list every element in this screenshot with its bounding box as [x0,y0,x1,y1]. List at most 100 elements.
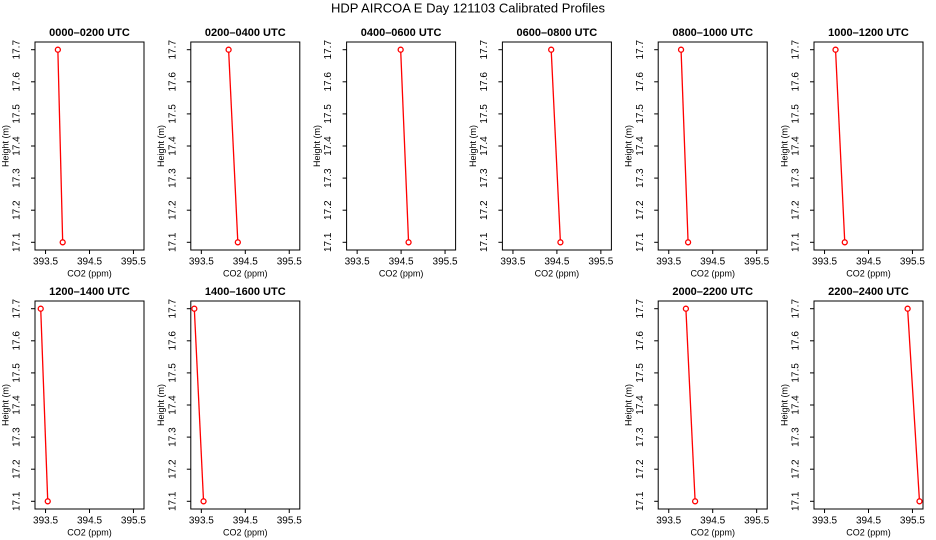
panel-title: 0200–0400 UTC [205,27,286,39]
panel-title: 0600–0800 UTC [517,27,598,39]
x-tick-label: 395.5 [433,257,458,268]
y-axis-label: Height (m) [0,384,10,426]
x-tick-label: 394.5 [856,516,881,527]
y-tick-label: 17.3 [635,168,646,188]
profile-line [400,49,410,243]
y-tick-label: 17.4 [479,136,490,156]
y-tick-label: 17.5 [12,363,23,383]
x-tick-label: 395.5 [900,257,925,268]
data-point [397,46,404,53]
panel: 1400–1600 UTC 393.5 394.5 395.5 17.1 17.2 17.3… [156,286,302,537]
x-axis-label: CO2 (ppm) [690,268,735,278]
profile-line [834,49,846,243]
y-tick-label: 17.5 [167,363,178,383]
y-tick-label: 17.7 [791,40,802,60]
panel-title: 2200–2400 UTC [828,286,909,298]
panel: 2000–2200 UTC 393.5 394.5 395.5 17.1 17.2 17.3… [624,286,770,537]
profile-line [685,308,696,502]
profile-line [227,49,239,243]
x-tick-label: 394.5 [700,516,725,527]
panel-title: 2000–2200 UTC [672,286,753,298]
profile-line [680,49,689,243]
y-tick-label: 17.6 [791,331,802,351]
y-tick-label: 17.5 [791,104,802,124]
y-axis-label: Height (m) [312,125,322,167]
y-tick-label: 17.5 [167,104,178,124]
y-tick-label: 17.7 [167,40,178,60]
x-tick-label: 393.5 [656,257,681,268]
profile-line [40,308,49,502]
y-tick-label: 17.6 [635,331,646,351]
y-tick-label: 17.7 [12,299,23,319]
x-tick-label: 393.5 [812,257,837,268]
y-axis-label: Height (m) [156,125,166,167]
y-tick-label: 17.6 [12,72,23,92]
y-tick-label: 17.1 [791,491,802,511]
x-tick-label: 394.5 [77,257,102,268]
data-point [234,239,241,246]
data-point [691,498,699,505]
x-tick-label: 393.5 [33,257,58,268]
y-tick-label: 17.2 [791,200,802,220]
y-axis-label: Height (m) [156,384,166,426]
y-tick-label: 17.1 [12,232,23,252]
y-tick-label: 17.1 [635,232,646,252]
x-tick-label: 393.5 [33,516,58,527]
profile-line [57,49,64,243]
x-axis-label: CO2 (ppm) [535,268,580,278]
data-point [200,498,207,505]
figure-title: HDP AIRCOA E Day 121103 Calibrated Profi… [331,0,606,15]
y-tick-label: 17.6 [635,72,646,92]
y-tick-label: 17.2 [167,459,178,479]
y-tick-label: 17.4 [635,136,646,156]
y-tick-label: 17.6 [167,331,178,351]
x-axis-label: CO2 (ppm) [846,527,891,537]
x-tick-label: 394.5 [233,516,258,527]
data-point [225,46,232,53]
panel-title: 0800–1000 UTC [672,27,753,39]
panel-title: 1400–1600 UTC [205,286,286,298]
panel-title: 0000–0200 UTC [49,27,130,39]
y-tick-label: 17.6 [791,72,802,92]
x-tick-label: 394.5 [233,257,258,268]
x-tick-label: 393.5 [189,257,214,268]
y-tick-label: 17.3 [167,168,178,188]
x-axis-label: CO2 (ppm) [223,527,268,537]
y-tick-label: 17.2 [12,459,23,479]
y-axis-label: Height (m) [624,125,634,167]
y-tick-label: 17.5 [635,104,646,124]
y-tick-label: 17.5 [635,363,646,383]
y-tick-label: 17.3 [323,168,334,188]
data-point [557,239,564,246]
panel: 1200–1400 UTC 393.5 394.5 395.5 17.1 17.2 17.3… [0,286,146,537]
y-tick-label: 17.2 [479,200,490,220]
y-tick-label: 17.1 [12,491,23,511]
panel: 0800–1000 UTC 393.5 394.5 395.5 17.1 17.2 17.3… [624,27,770,278]
y-tick-label: 17.2 [12,200,23,220]
y-tick-label: 17.6 [323,72,334,92]
y-axis-label: Height (m) [779,125,789,167]
data-point [37,305,44,312]
y-tick-label: 17.2 [167,200,178,220]
x-tick-label: 395.5 [277,516,302,527]
x-axis-label: CO2 (ppm) [846,268,891,278]
x-tick-label: 393.5 [345,257,370,268]
y-tick-label: 17.4 [323,136,334,156]
y-tick-label: 17.4 [167,395,178,415]
y-tick-label: 17.7 [791,299,802,319]
x-tick-label: 395.5 [744,257,769,268]
y-axis-label: Height (m) [0,125,10,167]
y-tick-label: 17.3 [12,427,23,447]
y-tick-label: 17.6 [479,72,490,92]
panel-title: 0400–0600 UTC [361,27,442,39]
y-tick-label: 17.3 [479,168,490,188]
profile-line [550,49,562,243]
y-tick-label: 17.3 [791,168,802,188]
x-tick-label: 395.5 [277,257,302,268]
data-point [832,46,839,53]
data-point [59,239,66,246]
x-tick-label: 394.5 [389,257,414,268]
data-point [677,46,685,53]
profile-line [906,308,921,502]
